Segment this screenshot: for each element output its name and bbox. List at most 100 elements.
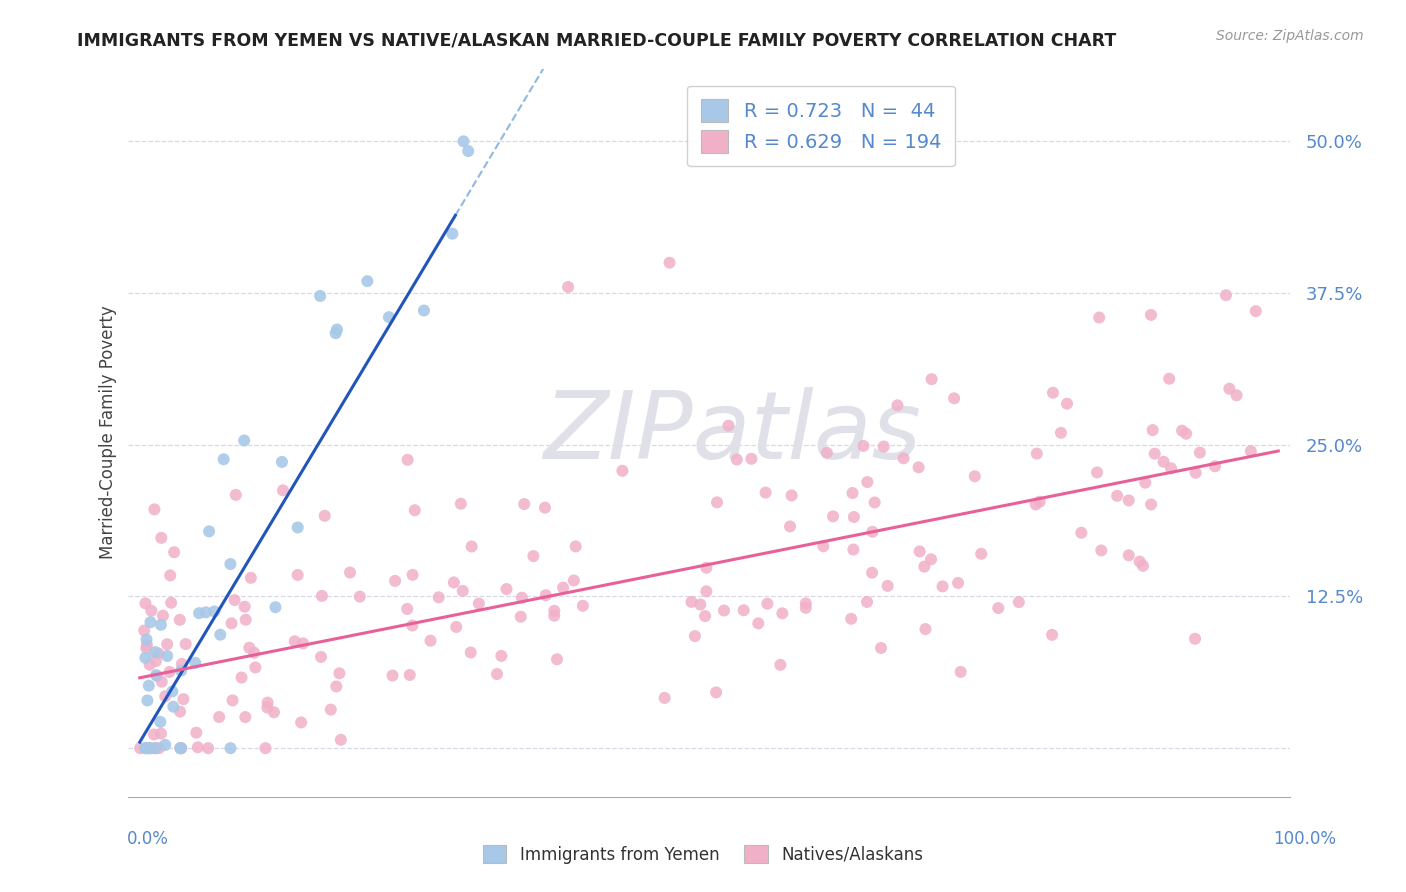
Point <box>136 693 159 707</box>
Point <box>856 475 879 489</box>
Point <box>893 451 915 466</box>
Point <box>155 690 177 704</box>
Point <box>149 617 172 632</box>
Point <box>1184 632 1206 646</box>
Point <box>557 280 579 294</box>
Point <box>460 540 482 554</box>
Point <box>1244 304 1267 318</box>
Point <box>328 666 350 681</box>
Point <box>914 622 936 636</box>
Point <box>717 418 740 433</box>
Point <box>212 452 235 467</box>
Point <box>198 524 221 539</box>
Point <box>485 667 508 681</box>
Point <box>186 725 208 739</box>
Point <box>907 460 929 475</box>
Point <box>842 510 865 524</box>
Point <box>1240 444 1263 458</box>
Point <box>155 738 177 752</box>
Point <box>159 568 181 582</box>
Point <box>292 636 315 650</box>
Point <box>543 608 565 623</box>
Point <box>491 648 513 663</box>
Point <box>451 583 474 598</box>
Point <box>188 606 211 620</box>
Point <box>169 705 191 719</box>
Point <box>146 669 169 683</box>
Point <box>970 547 993 561</box>
Legend: Immigrants from Yemen, Natives/Alaskans: Immigrants from Yemen, Natives/Alaskans <box>477 838 929 871</box>
Point <box>143 645 166 659</box>
Point <box>170 741 193 756</box>
Point <box>134 624 156 638</box>
Point <box>695 560 717 574</box>
Point <box>138 741 160 756</box>
Point <box>145 741 167 756</box>
Point <box>946 576 969 591</box>
Text: 100.0%: 100.0% <box>1272 830 1336 847</box>
Point <box>290 715 312 730</box>
Point <box>245 660 267 674</box>
Point <box>468 597 491 611</box>
Point <box>136 741 159 756</box>
Point <box>129 741 152 756</box>
Point <box>1088 310 1111 325</box>
Point <box>842 542 865 557</box>
Point <box>1042 385 1064 400</box>
Point <box>143 741 166 756</box>
Point <box>169 741 191 756</box>
Point <box>224 593 246 607</box>
Point <box>134 596 156 610</box>
Point <box>170 664 193 678</box>
Point <box>194 605 217 619</box>
Point <box>163 545 186 559</box>
Point <box>612 464 634 478</box>
Point <box>170 741 193 756</box>
Point <box>271 483 294 498</box>
Point <box>1175 426 1198 441</box>
Point <box>794 596 817 610</box>
Point <box>495 582 517 596</box>
Point <box>564 540 586 554</box>
Point <box>187 740 209 755</box>
Point <box>1188 445 1211 459</box>
Point <box>356 274 378 288</box>
Point <box>683 629 706 643</box>
Text: ZIPatlas: ZIPatlas <box>543 387 921 478</box>
Point <box>1050 425 1073 440</box>
Point <box>159 665 181 679</box>
Point <box>170 741 193 756</box>
Point <box>319 703 342 717</box>
Point <box>681 595 703 609</box>
Point <box>401 567 423 582</box>
Point <box>160 596 183 610</box>
Point <box>349 590 371 604</box>
Point <box>1070 525 1092 540</box>
Point <box>1085 466 1108 480</box>
Point <box>863 495 886 509</box>
Point <box>264 600 287 615</box>
Point <box>876 579 898 593</box>
Point <box>256 700 278 714</box>
Point <box>134 650 156 665</box>
Point <box>1056 397 1078 411</box>
Point <box>920 552 942 566</box>
Point <box>284 634 307 648</box>
Point <box>780 488 803 502</box>
Point <box>457 144 479 158</box>
Point <box>396 452 419 467</box>
Point <box>329 732 352 747</box>
Point <box>1160 461 1182 475</box>
Point <box>134 741 156 756</box>
Point <box>534 588 557 602</box>
Point <box>148 741 170 756</box>
Point <box>398 668 420 682</box>
Point <box>309 649 332 664</box>
Point <box>225 488 247 502</box>
Point <box>271 455 294 469</box>
Point <box>134 741 156 756</box>
Point <box>510 591 533 605</box>
Point <box>860 524 883 539</box>
Point <box>136 638 159 652</box>
Point <box>1215 288 1237 302</box>
